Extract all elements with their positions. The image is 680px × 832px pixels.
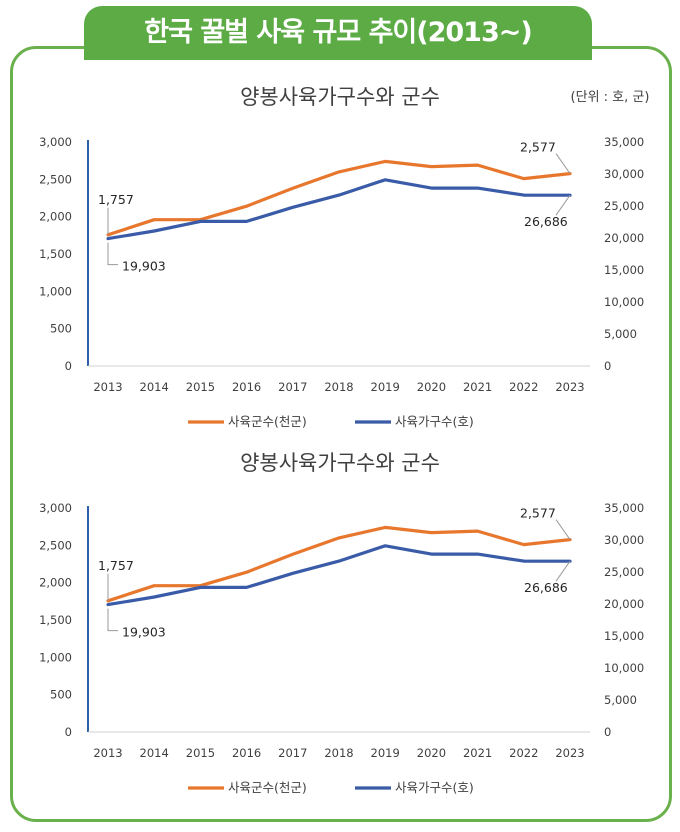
y-left-tick-label: 500	[50, 322, 72, 336]
x-tick-label: 2022	[509, 746, 538, 760]
y-right-tick-label: 25,000	[604, 199, 644, 213]
x-tick-label: 2013	[93, 380, 122, 394]
y-right-tick-label: 5,000	[604, 693, 637, 707]
annotation-leader	[555, 153, 571, 174]
y-left-tick-label: 1,000	[39, 284, 72, 298]
y-right-tick-label: 25,000	[604, 565, 644, 579]
data-label: 19,903	[122, 625, 166, 640]
chart-title: 양봉사육가구수와 군수	[240, 451, 440, 475]
unit-note: (단위 : 호, 군)	[571, 90, 650, 105]
series-line-1	[106, 159, 572, 237]
legend-label-2: 사육가구수(호)	[395, 414, 474, 429]
y-left-tick-label: 2,000	[39, 210, 72, 224]
annotation-leader	[107, 242, 118, 266]
annotation-leader	[555, 560, 571, 582]
legend-label-1: 사육군수(천군)	[228, 780, 307, 795]
data-label: 2,577	[520, 506, 556, 521]
legend-label-1: 사육군수(천군)	[228, 414, 307, 429]
y-left-tick-label: 2,000	[39, 576, 72, 590]
y-left-tick-label: 1,500	[39, 247, 72, 261]
annotation-leader	[555, 194, 571, 216]
y-right-tick-label: 20,000	[604, 597, 644, 611]
x-tick-label: 2015	[186, 746, 215, 760]
x-tick-label: 2017	[278, 380, 307, 394]
data-label: 2,577	[520, 140, 556, 155]
x-tick-label: 2016	[232, 380, 261, 394]
data-label: 19,903	[122, 259, 166, 274]
x-tick-label: 2016	[232, 746, 261, 760]
y-right-tick-label: 5,000	[604, 327, 637, 341]
y-left-tick-label: 1,500	[39, 613, 72, 627]
x-tick-label: 2023	[555, 746, 584, 760]
x-tick-label: 2023	[555, 380, 584, 394]
data-label: 26,686	[524, 214, 568, 229]
x-tick-label: 2022	[509, 380, 538, 394]
x-tick-label: 2021	[463, 746, 492, 760]
x-tick-label: 2015	[186, 380, 215, 394]
x-tick-label: 2017	[278, 746, 307, 760]
line-chart-2: 양봉사육가구수와 군수 0 500 1,000 1,500 2,000 2,500 3,000…	[39, 451, 644, 795]
data-label: 1,757	[98, 192, 134, 207]
x-tick-label: 2020	[417, 746, 446, 760]
x-tick-label: 2018	[324, 746, 353, 760]
y-right-tick-label: 35,000	[604, 135, 644, 149]
y-right-tick-label: 30,000	[604, 167, 644, 181]
y-left-tick-label: 2,500	[39, 538, 72, 552]
x-tick-label: 2014	[140, 746, 169, 760]
x-tick-label: 2013	[93, 746, 122, 760]
y-right-tick-label: 10,000	[604, 661, 644, 675]
y-left-tick-label: 2,500	[39, 172, 72, 186]
y-right-tick-label: 35,000	[604, 501, 644, 515]
x-tick-label: 2019	[371, 380, 400, 394]
y-right-tick-label: 15,000	[604, 263, 644, 277]
y-left-tick-label: 0	[65, 725, 72, 739]
y-left-tick-label: 1,000	[39, 650, 72, 664]
y-left-tick-label: 3,000	[39, 135, 72, 149]
y-right-tick-label: 30,000	[604, 533, 644, 547]
banner-title: 한국 꿀벌 사육 규모 추이(2013~)	[84, 6, 592, 60]
x-tick-label: 2014	[140, 380, 169, 394]
y-right-tick-label: 0	[604, 359, 611, 373]
series-line-2	[106, 544, 572, 607]
y-left-tick-label: 500	[50, 688, 72, 702]
annotation-leader	[555, 519, 571, 540]
legend-label-2: 사육가구수(호)	[395, 780, 474, 795]
y-left-tick-label: 3,000	[39, 501, 72, 515]
series-line-1	[106, 525, 572, 603]
x-tick-label: 2018	[324, 380, 353, 394]
x-tick-label: 2020	[417, 380, 446, 394]
y-right-tick-label: 0	[604, 725, 611, 739]
y-left-tick-label: 0	[65, 359, 72, 373]
series-line-2	[106, 178, 572, 241]
chart-title: 양봉사육가구수와 군수	[240, 85, 440, 109]
line-chart-1: 양봉사육가구수와 군수 (단위 : 호, 군) 0 500 1,000 1,500 2,00…	[39, 85, 650, 429]
annotation-leader	[107, 608, 118, 632]
x-tick-label: 2019	[371, 746, 400, 760]
y-right-tick-label: 10,000	[604, 295, 644, 309]
data-label: 26,686	[524, 580, 568, 595]
x-tick-label: 2021	[463, 380, 492, 394]
y-right-tick-label: 20,000	[604, 231, 644, 245]
y-right-tick-label: 15,000	[604, 629, 644, 643]
data-label: 1,757	[98, 558, 134, 573]
